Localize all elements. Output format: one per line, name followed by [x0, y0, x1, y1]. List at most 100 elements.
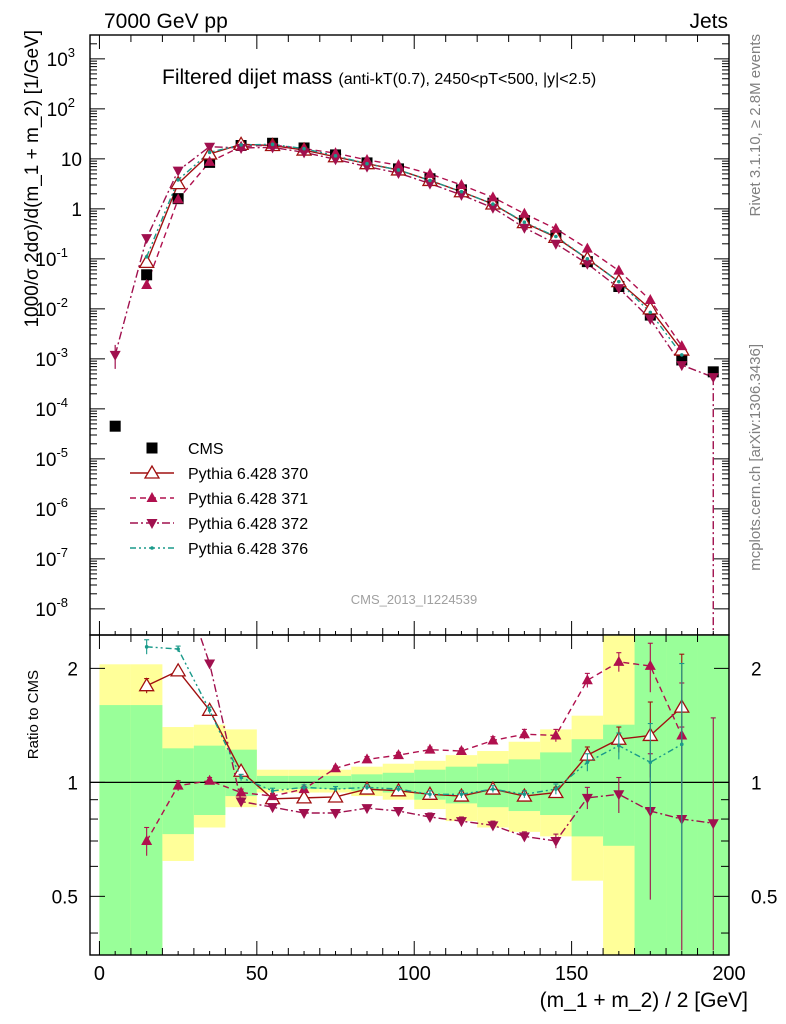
series-marker-4: [491, 202, 495, 206]
header-left: 7000 GeV pp: [104, 10, 228, 33]
series-marker-4: [585, 257, 590, 261]
ratio-marker-3: [235, 797, 247, 808]
series-marker-3: [676, 361, 688, 372]
ratio-y-tick-label: 0.5: [751, 887, 777, 908]
series-marker-3: [707, 373, 719, 384]
legend-label: Pythia 6.428 371: [188, 491, 308, 508]
ratio-marker-4: [176, 647, 180, 651]
series-marker-4: [396, 168, 401, 172]
ratio-marker-4: [144, 645, 149, 649]
ratio-marker-2: [235, 786, 247, 797]
ratio-marker-2: [424, 743, 436, 754]
ratio-marker-1: [138, 677, 155, 692]
series-line-4: [146, 143, 683, 356]
series-marker-2: [141, 279, 153, 289]
ratio-marker-4: [207, 708, 212, 713]
series-marker-1: [170, 175, 187, 190]
ratio-y-tick-label: 1: [751, 773, 762, 794]
ratio-marker-3: [173, 568, 184, 578]
series-marker-2: [172, 193, 184, 204]
y-tick-label: 102: [47, 95, 75, 121]
series-marker-3: [644, 314, 656, 325]
series-marker-3: [424, 179, 436, 190]
ratio-marker-4: [585, 760, 590, 765]
ratio-marker-4: [239, 775, 243, 780]
series-marker-3: [613, 284, 625, 295]
x-tick-label: 150: [555, 963, 588, 985]
series-marker-2: [644, 294, 656, 305]
ratio-marker-3: [141, 501, 152, 511]
ratio-marker-3: [581, 793, 593, 804]
ratio-line-4: [146, 646, 683, 796]
cms-data-point: [676, 354, 688, 366]
ratio-marker-2: [204, 774, 216, 785]
ratio-marker-1: [170, 662, 187, 677]
y-tick-exponent: -3: [56, 345, 68, 360]
cms-data-point: [146, 442, 158, 454]
ratio-marker-3: [550, 837, 562, 848]
chart-title: Filtered dijet mass (anti-kT(0.7), 2450<p…: [162, 66, 596, 89]
cms-data-point: [109, 420, 121, 432]
series-marker-2: [204, 155, 216, 166]
ratio-marker-3: [330, 809, 342, 820]
series-marker-3: [455, 190, 467, 201]
series-marker-3: [581, 259, 593, 270]
x-axis-title: (m_1 + m_2) / 2 [GeV]: [540, 989, 748, 1012]
series-marker-3: [392, 169, 404, 180]
legend-marker-1: [143, 464, 161, 479]
series-marker-4: [239, 143, 243, 147]
ratio-marker-3: [298, 809, 310, 820]
legend-marker-2: [146, 492, 158, 502]
y-tick-exponent: -6: [56, 495, 68, 510]
series-marker-4: [207, 150, 212, 155]
ratio-marker-4: [396, 787, 401, 791]
ratio-marker-4: [302, 785, 306, 790]
y-tick-exponent: -1: [56, 245, 68, 260]
analysis-watermark: CMS_2013_I1224539: [351, 592, 478, 607]
ratio-marker-2: [581, 674, 593, 685]
ratio-marker-3: [455, 817, 467, 828]
ratio-marker-4: [333, 787, 338, 791]
ratio-marker-3: [518, 832, 530, 843]
ratio-marker-3: [613, 790, 625, 801]
series-marker-2: [424, 167, 436, 178]
cms-data-point: [707, 366, 719, 378]
ratio-marker-2: [392, 749, 404, 760]
series-line-2: [146, 144, 683, 347]
ratio-marker-3: [707, 819, 719, 830]
series-marker-3: [550, 239, 562, 250]
series-marker-2: [550, 222, 562, 233]
y-tick-exponent: -7: [56, 545, 68, 560]
y-tick-exponent: -8: [56, 595, 68, 610]
series-marker-4: [365, 161, 369, 166]
ratio-marker-2: [613, 655, 625, 666]
series-marker-2: [518, 207, 530, 218]
ratio-marker-1: [327, 788, 344, 803]
y-tick-exponent: 3: [68, 45, 75, 60]
ratio-marker-3: [267, 803, 279, 814]
ratio-marker-3: [204, 659, 216, 670]
series-marker-4: [679, 353, 684, 357]
y-tick-label: 10-4: [35, 395, 68, 421]
bottom-y-axis-title: Ratio to CMS: [25, 670, 42, 759]
series-marker-3: [518, 223, 530, 234]
ratio-line-1: [146, 669, 683, 800]
uncertainty-band-inner: [508, 759, 541, 812]
y-tick-label: 10-8: [35, 595, 68, 621]
series-marker-3: [109, 350, 121, 361]
series-marker-2: [392, 159, 404, 170]
mcplots-annotation: mcplots.cern.ch [arXiv:1306.3436]: [747, 344, 764, 571]
series-marker-2: [487, 191, 499, 202]
series-marker-4: [270, 142, 275, 147]
legend-marker-4: [150, 546, 154, 550]
ratio-y-tick-label: 2: [67, 659, 78, 680]
series-marker-3: [267, 143, 279, 154]
top-frame: [89, 34, 730, 636]
series-marker-4: [428, 178, 432, 183]
series-marker-2: [330, 147, 342, 158]
y-tick-exponent: -5: [56, 445, 68, 460]
ratio-marker-3: [361, 804, 373, 815]
series-marker-2: [455, 179, 467, 189]
legend-marker-3: [146, 519, 158, 529]
ratio-marker-3: [424, 813, 436, 824]
